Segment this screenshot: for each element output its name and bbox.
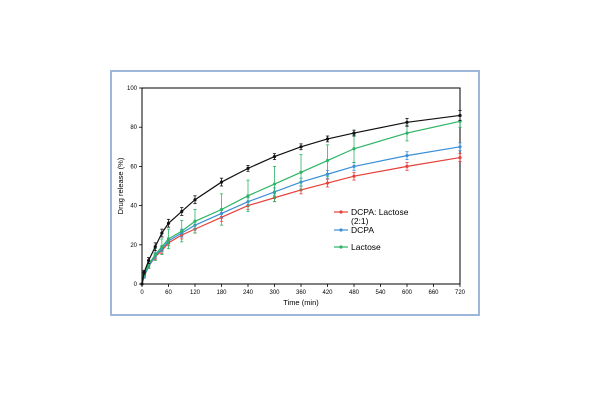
x-tick-label: 660 (428, 290, 439, 296)
legend-label: DCPA: Lactose (351, 207, 409, 217)
data-point (166, 221, 171, 225)
y-tick-label: 40 (130, 204, 137, 210)
series-line (141, 146, 461, 285)
data-point (193, 198, 197, 202)
x-tick-label: 180 (216, 290, 227, 296)
data-point (405, 154, 409, 158)
legend-item-1: DCPA (334, 225, 374, 235)
data-point (352, 174, 356, 178)
x-tick-label: 720 (455, 290, 466, 296)
legend-swatch-marker (339, 210, 343, 214)
data-point (299, 170, 303, 174)
data-point (325, 181, 330, 185)
x-tick-label: 360 (296, 290, 307, 296)
data-point (405, 131, 409, 135)
x-tick-label: 600 (402, 290, 413, 296)
data-point (458, 145, 462, 149)
legend-swatch-marker (339, 245, 343, 249)
data-point (142, 270, 146, 274)
x-tick-label: 240 (243, 290, 254, 296)
x-tick-label: 480 (349, 290, 360, 296)
legend-item-0: DCPA: Lactose(2:1) (334, 207, 409, 226)
data-point (153, 253, 157, 257)
data-point (147, 258, 151, 263)
x-tick-label: 420 (322, 290, 333, 296)
legend-label: (2:1) (351, 216, 369, 226)
data-point (180, 209, 184, 214)
legend-swatch-marker (339, 228, 343, 232)
data-point (160, 231, 164, 235)
data-point (246, 194, 250, 198)
axes: 0 60 120 180 240 300 360 420 480 540 600 660 720 0 20 4… (127, 86, 466, 296)
legend-label: Lactose (351, 242, 381, 252)
data-point (160, 245, 164, 249)
data-point (272, 155, 277, 159)
data-point (405, 120, 409, 124)
data-point (458, 113, 462, 118)
data-point (325, 137, 330, 141)
x-tick-label: 60 (165, 290, 172, 296)
y-tick-label: 20 (130, 243, 137, 249)
series-line (141, 114, 461, 285)
series-line (141, 120, 461, 285)
data-point (140, 282, 144, 286)
chart-frame: 0 60 120 180 240 300 360 420 480 540 600 660 720 0 20 4… (110, 70, 480, 316)
data-point (180, 229, 184, 233)
x-tick-label: 120 (190, 290, 201, 296)
y-tick-label: 100 (127, 86, 138, 92)
data-point (219, 180, 224, 184)
y-tick-label: 80 (130, 125, 137, 131)
data-point (272, 182, 277, 186)
series-3 (140, 110, 462, 286)
legend-item-2: Lactose (334, 242, 381, 252)
data-point (352, 131, 356, 135)
x-tick-label: 300 (269, 290, 280, 296)
data-point (352, 164, 356, 168)
data-point (458, 155, 462, 160)
series-layer (140, 110, 462, 286)
x-tick-label: 0 (140, 290, 144, 296)
drug-release-chart: 0 60 120 180 240 300 360 420 480 540 600 660 720 0 20 4… (116, 86, 466, 307)
x-axis-label: Time (min) (283, 298, 319, 307)
data-point (166, 237, 171, 241)
x-tick-label: 540 (375, 290, 386, 296)
y-axis-label: Drug release (%) (116, 157, 125, 214)
y-tick-label: 0 (134, 282, 138, 288)
data-point (325, 158, 330, 163)
data-point (153, 245, 157, 249)
y-tick-label: 60 (130, 164, 137, 170)
data-point (246, 166, 250, 170)
data-point (405, 164, 409, 168)
data-point (193, 219, 197, 223)
data-point (219, 207, 224, 212)
data-point (299, 145, 303, 149)
series-2 (140, 115, 462, 286)
legend: DCPA: Lactose(2:1)DCPA Lactose (334, 207, 409, 252)
legend-label: DCPA (351, 225, 374, 235)
data-point (352, 147, 356, 151)
